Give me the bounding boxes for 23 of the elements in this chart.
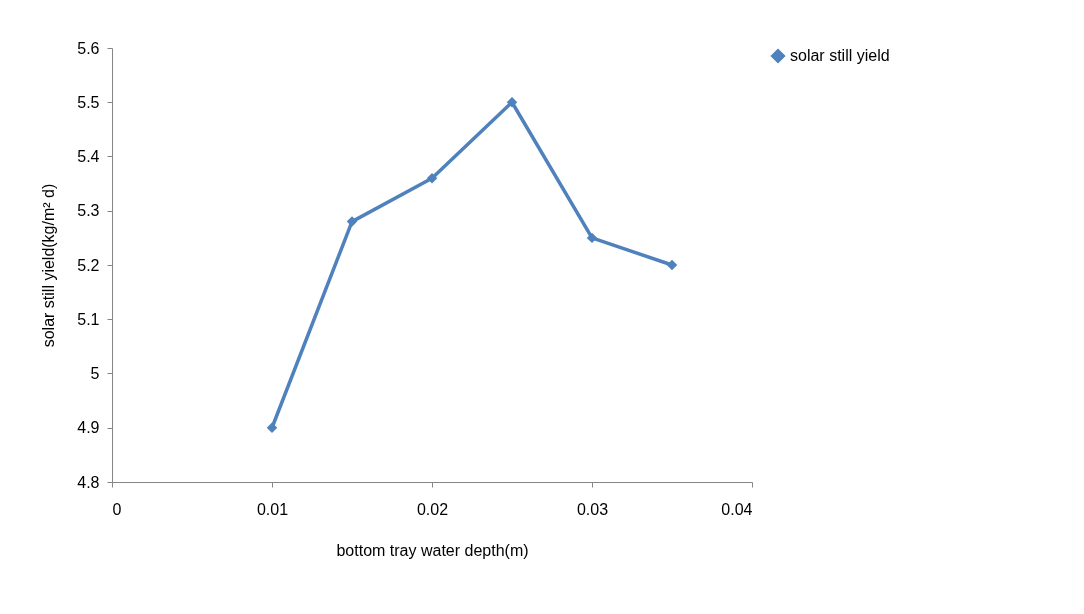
point bbox=[506, 97, 518, 108]
y-tick-label: 5 bbox=[90, 365, 100, 382]
y-tick-label: 5.6 bbox=[77, 39, 100, 57]
x-tick-label: 0.02 bbox=[416, 500, 449, 518]
point bbox=[266, 422, 278, 433]
x-tick-label: 0.04 bbox=[721, 500, 753, 518]
x-tick-label: 0 bbox=[112, 500, 122, 518]
point bbox=[426, 172, 438, 184]
y-tick-label: 5.2 bbox=[77, 256, 100, 274]
y-tick-label: 5.4 bbox=[77, 148, 100, 165]
legend-label: solar still yield bbox=[790, 47, 890, 64]
y-tick-label: 5.3 bbox=[77, 202, 100, 220]
y-tick-label: 5.1 bbox=[77, 310, 100, 328]
y-axis-title: solar still yield(kg/m² d) bbox=[40, 183, 58, 348]
point bbox=[586, 232, 598, 244]
y-tick-label: 4.8 bbox=[77, 473, 100, 491]
point bbox=[346, 216, 358, 227]
point bbox=[666, 259, 678, 271]
x-axis-title: bottom tray water depth(m) bbox=[336, 541, 529, 559]
y-tick-label: 4.9 bbox=[77, 419, 100, 437]
x-tick-label: 0.01 bbox=[256, 500, 289, 518]
y-tick-label: 5.5 bbox=[77, 93, 100, 111]
x-tick-label: 0.03 bbox=[576, 500, 609, 518]
